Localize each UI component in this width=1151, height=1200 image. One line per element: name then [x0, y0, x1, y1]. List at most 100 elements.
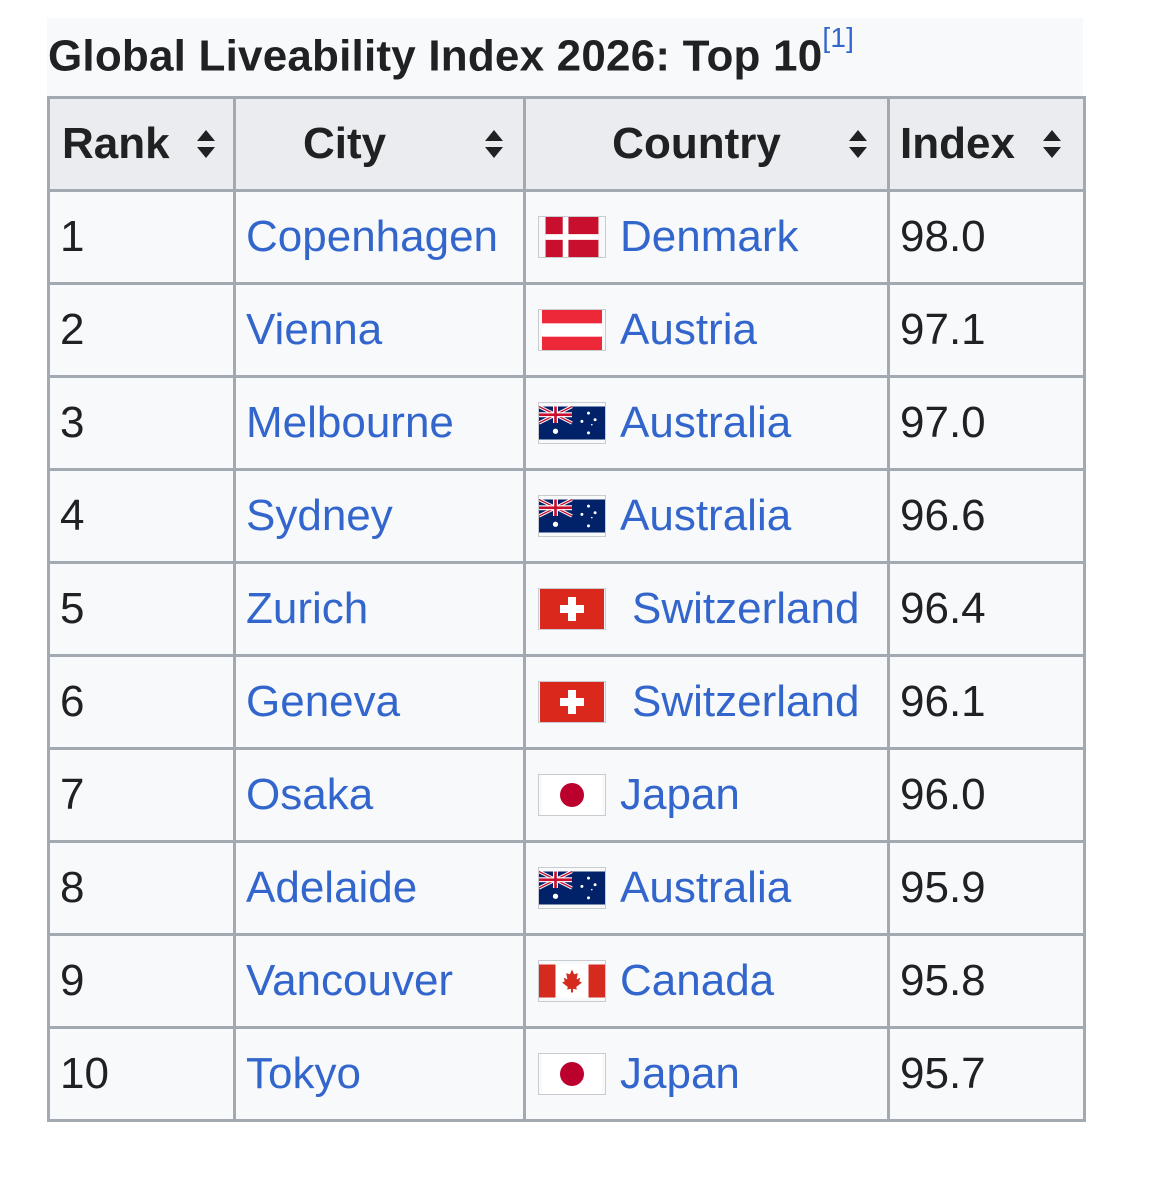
country-link[interactable]: Switzerland: [632, 677, 860, 726]
australia-flag-icon[interactable]: [538, 495, 606, 537]
country-cell: Japan: [523, 1026, 890, 1122]
country-link[interactable]: Japan: [620, 770, 740, 819]
index-value: 95.7: [900, 1049, 986, 1098]
country-cell: Australia: [523, 840, 890, 936]
city-cell: Osaka: [233, 747, 526, 843]
table-row: 5 Zurich Switzerland 96.4: [47, 561, 1086, 657]
index-value: 96.6: [900, 491, 986, 540]
city-link[interactable]: Zurich: [246, 584, 369, 633]
index-cell: 98.0: [887, 189, 1086, 285]
rank-cell: 3: [47, 375, 236, 471]
city-link[interactable]: Osaka: [246, 770, 374, 819]
column-header-country[interactable]: Country: [523, 96, 890, 192]
city-link[interactable]: Geneva: [246, 677, 401, 726]
index-cell: 96.0: [887, 747, 1086, 843]
city-header-label: City: [302, 119, 387, 168]
index-cell: 95.8: [887, 933, 1086, 1029]
country-cell: Australia: [523, 468, 890, 564]
country-link[interactable]: Canada: [620, 956, 775, 1005]
city-cell: Adelaide: [233, 840, 526, 936]
index-value: 96.4: [900, 584, 986, 633]
rank-cell: 2: [47, 282, 236, 378]
index-cell: 96.6: [887, 468, 1086, 564]
rank-value: 5: [60, 584, 85, 633]
index-value: 96.1: [900, 677, 986, 726]
table-row: 8 Adelaide Australia 95.9: [47, 840, 1086, 936]
country-cell: Switzerland: [523, 654, 890, 750]
table-row: 9 Vancouver Canada 95.8: [47, 933, 1086, 1029]
index-value: 95.9: [900, 863, 986, 912]
rank-value: 9: [60, 956, 85, 1005]
index-value: 97.1: [900, 305, 986, 354]
header-row: Rank City Country Index: [47, 96, 1086, 192]
country-cell: Australia: [523, 375, 890, 471]
index-cell: 97.0: [887, 375, 1086, 471]
rank-value: 8: [60, 863, 85, 912]
city-cell: Copenhagen: [233, 189, 526, 285]
country-link[interactable]: Japan: [620, 1049, 740, 1098]
column-header-rank[interactable]: Rank: [47, 96, 236, 192]
australia-flag-icon[interactable]: [538, 867, 606, 909]
rank-value: 6: [60, 677, 85, 726]
rank-cell: 9: [47, 933, 236, 1029]
country-link[interactable]: Australia: [620, 491, 792, 540]
table-row: 2 Vienna Austria 97.1: [47, 282, 1086, 378]
country-link[interactable]: Austria: [620, 305, 757, 354]
rank-cell: 4: [47, 468, 236, 564]
rank-value: 10: [60, 1049, 109, 1098]
column-header-city[interactable]: City: [233, 96, 526, 192]
table-row: 4 Sydney Australia 96.6: [47, 468, 1086, 564]
sort-icon[interactable]: [1041, 130, 1063, 158]
rank-cell: 1: [47, 189, 236, 285]
city-link[interactable]: Vienna: [246, 305, 383, 354]
rank-value: 1: [60, 212, 85, 261]
denmark-flag-icon[interactable]: [538, 216, 606, 258]
table-caption: Global Liveability Index 2026: Top 10[1]: [48, 22, 854, 82]
city-cell: Tokyo: [233, 1026, 526, 1122]
canada-flag-icon[interactable]: [538, 960, 606, 1002]
city-link[interactable]: Melbourne: [246, 398, 454, 447]
rank-cell: 10: [47, 1026, 236, 1122]
japan-flag-icon[interactable]: [538, 1053, 606, 1095]
switzerland-flag-icon[interactable]: [538, 681, 606, 723]
country-link[interactable]: Australia: [620, 863, 792, 912]
country-cell: Japan: [523, 747, 890, 843]
rank-cell: 6: [47, 654, 236, 750]
country-link[interactable]: Australia: [620, 398, 792, 447]
city-link[interactable]: Vancouver: [246, 956, 454, 1005]
city-cell: Vienna: [233, 282, 526, 378]
sort-icon[interactable]: [483, 130, 505, 158]
rank-value: 7: [60, 770, 85, 819]
column-header-index[interactable]: Index: [887, 96, 1086, 192]
rank-cell: 7: [47, 747, 236, 843]
country-link[interactable]: Denmark: [620, 212, 799, 261]
city-link[interactable]: Copenhagen: [246, 212, 499, 261]
city-cell: Melbourne: [233, 375, 526, 471]
reference-link[interactable]: [1]: [822, 22, 855, 53]
sort-icon[interactable]: [847, 130, 869, 158]
japan-flag-icon[interactable]: [538, 774, 606, 816]
city-link[interactable]: Tokyo: [246, 1049, 361, 1098]
country-header-label: Country: [612, 119, 781, 168]
country-cell: Austria: [523, 282, 890, 378]
city-link[interactable]: Sydney: [246, 491, 393, 540]
table-row: 1 Copenhagen Denmark 98.0: [47, 189, 1086, 285]
country-cell: Denmark: [523, 189, 890, 285]
table-row: 3 Melbourne Australia 97.0: [47, 375, 1086, 471]
rank-value: 4: [60, 491, 85, 540]
index-cell: 97.1: [887, 282, 1086, 378]
country-link[interactable]: Switzerland: [632, 584, 860, 633]
table-row: 10 Tokyo Japan 95.7: [47, 1026, 1086, 1122]
austria-flag-icon[interactable]: [538, 309, 606, 351]
index-cell: 96.1: [887, 654, 1086, 750]
index-cell: 95.9: [887, 840, 1086, 936]
australia-flag-icon[interactable]: [538, 402, 606, 444]
index-cell: 95.7: [887, 1026, 1086, 1122]
rank-value: 3: [60, 398, 85, 447]
sort-icon[interactable]: [195, 130, 217, 158]
city-link[interactable]: Adelaide: [246, 863, 418, 912]
city-cell: Vancouver: [233, 933, 526, 1029]
caption-title: Global Liveability Index 2026: Top 10: [48, 31, 823, 81]
switzerland-flag-icon[interactable]: [538, 588, 606, 630]
rank-header-label: Rank: [62, 119, 170, 168]
